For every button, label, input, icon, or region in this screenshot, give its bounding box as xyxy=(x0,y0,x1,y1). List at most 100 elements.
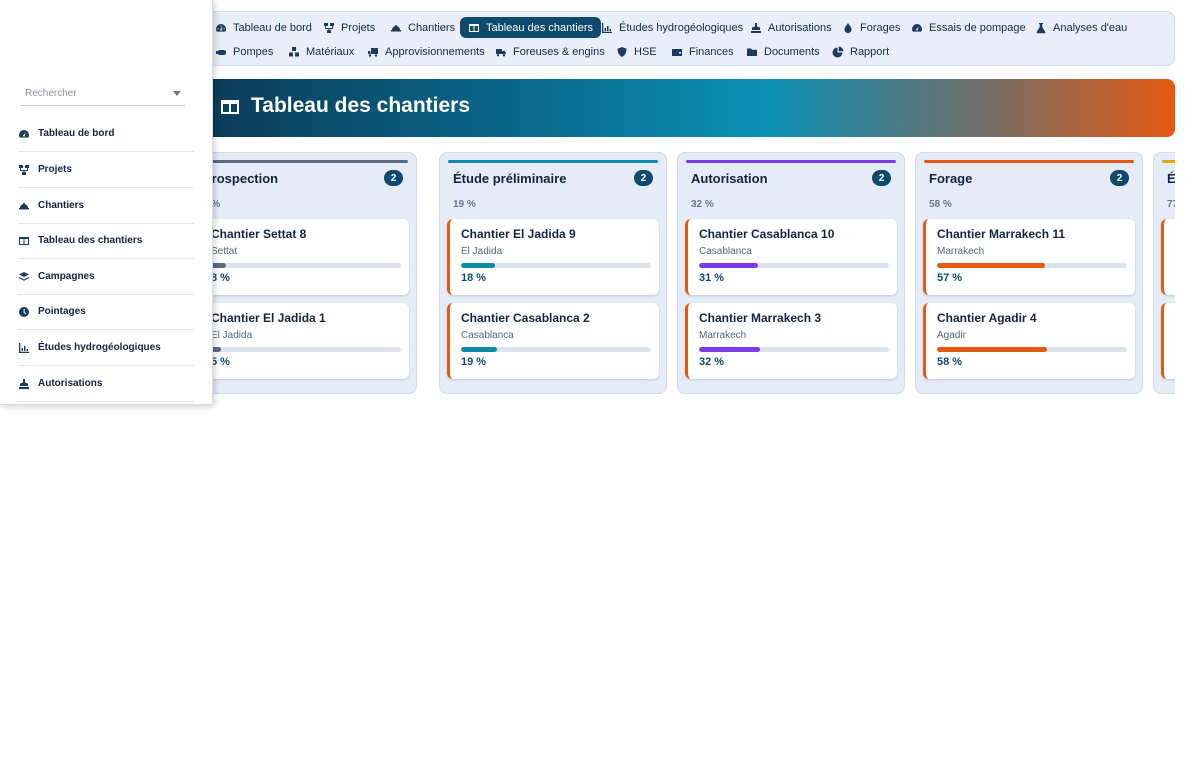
column-title: Forage xyxy=(929,171,973,186)
menu-item-chantiers[interactable]: Chantiers xyxy=(18,188,194,224)
nav-tableau-des-chantiers[interactable]: Tableau des chantiers xyxy=(460,17,602,38)
helmet-icon xyxy=(390,22,402,34)
kanban-column-autorisation: Autorisation 2 32 % Chantier Casablanca … xyxy=(677,152,905,394)
chantier-card[interactable]: Chantier El Jadida 1 El Jadida 5 % xyxy=(200,303,409,379)
chantier-card[interactable]: C I 7 xyxy=(1161,303,1175,379)
stamp-icon xyxy=(750,22,762,34)
progress-track xyxy=(937,347,1127,352)
kanban-board: Prospection 2 7 % Chantier Settat 8 Sett… xyxy=(200,150,1175,400)
nav-label: Foreuses & engins xyxy=(513,45,605,58)
column-average-progress: 58 % xyxy=(929,199,952,210)
stamp-icon xyxy=(18,378,30,390)
nav-forages[interactable]: Forages xyxy=(834,17,908,38)
chantier-card[interactable]: Chantier Settat 8 Settat 8 % xyxy=(200,219,409,295)
column-count-badge: 2 xyxy=(384,170,403,186)
column-average-progress: 32 % xyxy=(691,199,714,210)
nav-label: Pompes xyxy=(233,45,274,58)
nav-essais-de-pompage[interactable]: Essais de pompage xyxy=(903,17,1034,38)
menu-item-label: Pointages xyxy=(38,306,86,317)
gauge-icon xyxy=(911,22,923,34)
nav-tableau-de-bord[interactable]: Tableau de bord xyxy=(207,17,320,38)
column-accent-bar xyxy=(200,160,408,163)
column-accent-bar xyxy=(924,160,1134,163)
column-average-progress: 77 xyxy=(1167,199,1175,210)
search-placeholder: Rechercher xyxy=(25,88,77,99)
chantier-card[interactable]: C A 7 xyxy=(1161,219,1175,295)
nav-label: Chantiers xyxy=(408,21,456,34)
truck-ramp-icon xyxy=(367,46,379,58)
menu-item-label: Tableau de bord xyxy=(38,128,115,139)
menu-item-etudes-hydrogeologiques[interactable]: Études hydrogéologiques xyxy=(18,330,194,366)
card-title: Chantier Marrakech 11 xyxy=(937,227,1066,241)
gauge-icon xyxy=(215,22,227,34)
card-title: Chantier Marrakech 3 xyxy=(699,311,822,325)
chart-icon xyxy=(18,342,30,354)
progress-track xyxy=(937,263,1127,268)
chantier-card[interactable]: Chantier Casablanca 10 Casablanca 31 % xyxy=(685,219,897,295)
sitemap-icon xyxy=(323,22,335,34)
nav-label: Matériaux xyxy=(306,45,355,58)
nav-finances[interactable]: Finances xyxy=(663,41,742,62)
nav-materiaux[interactable]: Matériaux xyxy=(280,41,362,62)
menu-item-projets[interactable]: Projets xyxy=(18,152,194,188)
truck-icon xyxy=(495,46,507,58)
card-city: Marrakech xyxy=(699,330,747,341)
progress-fill xyxy=(461,263,496,268)
card-progress-text: 32 % xyxy=(699,356,725,368)
helmet-icon xyxy=(18,200,30,212)
column-accent-bar xyxy=(686,160,896,163)
nav-projets[interactable]: Projets xyxy=(315,17,383,38)
nav-documents[interactable]: Documents xyxy=(738,41,828,62)
menu-item-label: Tableau des chantiers xyxy=(38,235,143,246)
menu-item-autorisations[interactable]: Autorisations xyxy=(18,366,194,402)
nav-rapport[interactable]: Rapport xyxy=(824,41,897,62)
card-progress-text: 18 % xyxy=(461,272,487,284)
sitemap-icon xyxy=(18,164,30,176)
nav-pompes[interactable]: Pompes xyxy=(207,41,281,62)
card-title: Chantier Agadir 4 xyxy=(937,311,1037,325)
card-title: Chantier Settat 8 xyxy=(211,227,307,241)
menu-item-pointages[interactable]: Pointages xyxy=(18,294,194,330)
nav-label: Rapport xyxy=(850,45,890,58)
nav-approvisionnements[interactable]: Approvisionnements xyxy=(359,41,493,62)
card-progress-text: 5 % xyxy=(211,356,230,368)
caret-down-icon[interactable] xyxy=(173,91,181,96)
menu-item-label: Projets xyxy=(38,164,72,175)
column-title: É xyxy=(1167,171,1175,186)
menu-item-tableau-des-chantiers[interactable]: Tableau des chantiers xyxy=(18,223,194,259)
card-title: Chantier Casablanca 10 xyxy=(699,227,835,241)
menu-item-label: Autorisations xyxy=(38,378,103,389)
page-header-banner: Tableau des chantiers xyxy=(200,79,1175,137)
chantier-card[interactable]: Chantier Agadir 4 Agadir 58 % xyxy=(923,303,1135,379)
menu-item-campagnes[interactable]: Campagnes xyxy=(18,259,194,295)
menu-item-label: Campagnes xyxy=(38,271,95,282)
nav-label: Finances xyxy=(689,45,734,58)
nav-label: Analyses d'eau xyxy=(1053,21,1128,34)
chantier-card[interactable]: Chantier El Jadida 9 El Jadida 18 % xyxy=(447,219,659,295)
progress-fill xyxy=(211,263,227,268)
navigation-dropdown-panel: Rechercher Tableau de bord Projets Chant… xyxy=(0,0,213,405)
chantier-card[interactable]: Chantier Marrakech 11 Marrakech 57 % xyxy=(923,219,1135,295)
chantier-card[interactable]: Chantier Casablanca 2 Casablanca 19 % xyxy=(447,303,659,379)
progress-track xyxy=(699,263,889,268)
card-progress-text: 8 % xyxy=(211,272,230,284)
nav-autorisations[interactable]: Autorisations xyxy=(742,17,840,38)
nav-chantiers[interactable]: Chantiers xyxy=(382,17,463,38)
card-title: Chantier Casablanca 2 xyxy=(461,311,590,325)
folder-icon xyxy=(746,46,758,58)
nav-foreuses-engins[interactable]: Foreuses & engins xyxy=(487,41,613,62)
menu-item-tableau-de-bord[interactable]: Tableau de bord xyxy=(18,116,194,152)
chantier-card[interactable]: Chantier Marrakech 3 Marrakech 32 % xyxy=(685,303,897,379)
search-select[interactable]: Rechercher xyxy=(20,86,185,106)
nav-analyses-d-eau[interactable]: Analyses d'eau xyxy=(1027,17,1135,38)
nav-etudes-hydrogeologiques[interactable]: Études hydrogéologiques xyxy=(593,17,751,38)
menu-item-label: Chantiers xyxy=(38,200,85,211)
pump-icon xyxy=(215,46,227,58)
progress-track xyxy=(461,263,651,268)
column-title: Prospection xyxy=(203,171,279,186)
progress-fill xyxy=(211,347,221,352)
nav-label: Tableau de bord xyxy=(233,21,312,34)
nav-label: Forages xyxy=(860,21,901,34)
progress-fill xyxy=(937,263,1046,268)
nav-hse[interactable]: HSE xyxy=(608,41,665,62)
